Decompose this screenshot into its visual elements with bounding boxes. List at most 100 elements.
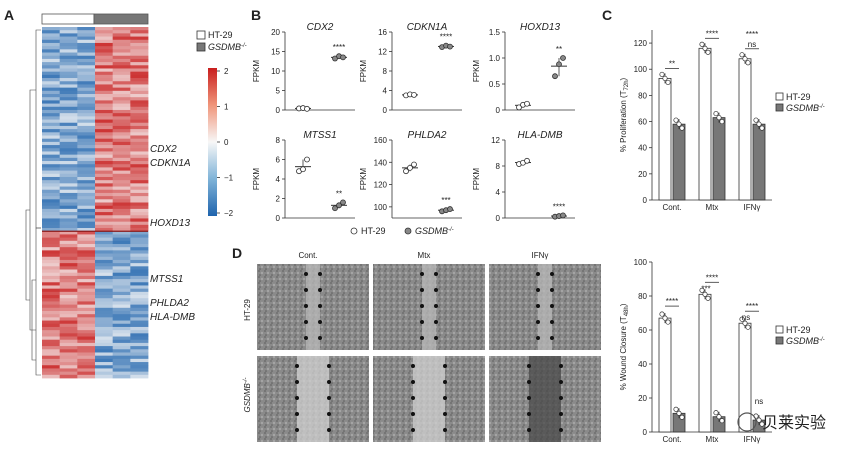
data-point [673,406,679,412]
heatmap-cell [112,362,131,366]
heatmap-cell [77,141,96,146]
heatmap-cell [112,295,131,299]
heatmap-cell [77,90,96,95]
gene-label-mtss1: MTSS1 [150,274,183,285]
data-point [705,295,711,301]
heatmap-cell [112,103,131,108]
heatmap-cell [130,125,149,130]
marker-dot [434,272,438,276]
x-tick-label: IFNγ [744,203,761,212]
panel-label-a: A [4,7,14,23]
plot-title: MTSS1 [303,130,336,141]
heatmap-cell [112,301,131,306]
bar [698,47,712,201]
heatmap-cell [59,173,78,178]
heatmap-cell [42,243,61,248]
marker-dot [443,428,447,432]
y-axis-label: FPKM [359,168,368,191]
heatmap-cell [130,116,149,120]
heatmap-cell [77,221,96,226]
heatmap-cell [130,346,149,350]
heatmap-cell [59,250,78,254]
colorbar [208,68,217,216]
marker-dot [411,364,415,368]
heatmap-cell [130,49,149,53]
heatmap-cell [112,208,131,213]
heatmap-cell [42,27,61,31]
heatmap-cell [59,154,78,159]
heatmap-cell [77,196,96,200]
colorbar-tick-label: −1 [224,174,234,183]
heatmap-cell [112,196,131,200]
heatmap-cell [95,42,114,47]
heatmap-cell [130,269,149,274]
heatmap-cell [95,183,114,187]
heatmap-cell [95,68,114,73]
heatmap-cell [77,269,96,274]
heatmap-cell [59,215,78,219]
watermark-text: 贝莱实验 [762,414,826,432]
heatmap-cell [59,279,78,283]
colorbar-tick-label: −2 [224,209,234,218]
heatmap-cell [42,240,61,245]
gene-label-hla-dmb: HLA-DMB [150,312,195,323]
heatmap-cell [77,125,96,130]
gene-label-cdx2: CDX2 [150,144,177,155]
y-axis-label: FPKM [252,60,261,83]
heatmap-cell [59,330,78,334]
data-point [742,56,748,62]
heatmap-cell [42,250,61,254]
heatmap-cell [130,362,149,366]
heatmap-cell [59,368,78,373]
y-tick-label: 1.5 [489,28,501,37]
gene-label-cdkn1a: CDKN1A [150,158,191,169]
panel-a-heatmap [25,13,149,379]
marker-dot [550,288,554,292]
heatmap-cell [42,339,61,344]
heatmap-cell [112,323,131,328]
heatmap-cell [77,116,96,120]
heatmap-cell [59,247,78,251]
heatmap-cell [42,202,61,207]
y-tick-label: 12 [378,48,387,57]
heatmap-cell [95,100,114,104]
heatmap-cell [112,339,131,344]
data-point [719,418,725,424]
heatmap-cell [77,154,96,159]
significance-label: **** [706,29,718,38]
heatmap-cell [112,279,131,283]
heatmap-cell [42,336,61,341]
heatmap-cell [95,199,114,203]
heatmap-cell [112,84,131,89]
heatmap-cell [42,342,61,347]
heatmap-cell [42,119,61,124]
heatmap-cell [112,282,131,286]
data-point [716,414,722,420]
bar [658,317,672,433]
heatmap-cell [95,279,114,283]
heatmap-cell [112,81,131,85]
heatmap-cell [77,266,96,270]
data-point [665,79,671,85]
heatmap-cell [95,336,114,341]
heatmap-cell [95,291,114,296]
heatmap-cell [95,46,114,50]
heatmap-cell [42,266,61,270]
heatmap-cell [130,272,149,277]
heatmap-cell [130,349,149,353]
heatmap-cell [59,90,78,95]
heatmap-cell [130,339,149,344]
data-point [756,417,762,423]
marker-dot [559,364,563,368]
heatmap-cell [59,125,78,130]
heatmap-cell [130,192,149,197]
heatmap-cell [77,304,96,309]
panel-d-row-ht29: HT-29 [243,299,252,321]
heatmap-cell [77,68,96,73]
heatmap-cell [59,186,78,191]
heatmap-cell [95,298,114,302]
marker-dot [527,396,531,400]
heatmap-cell [112,129,131,133]
heatmap-cell [77,231,96,235]
y-tick-label: 20 [638,394,647,403]
